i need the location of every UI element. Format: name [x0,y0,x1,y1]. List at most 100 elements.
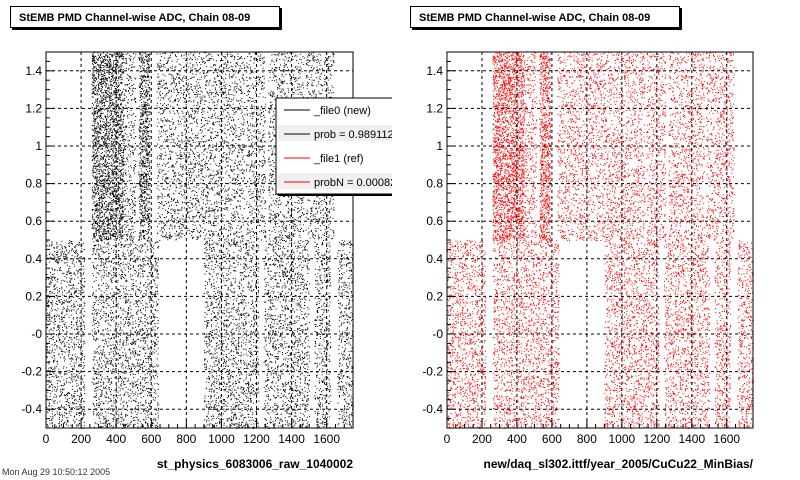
data-point [68,340,69,341]
data-point [112,204,113,205]
data-point [79,344,80,345]
data-point [107,166,108,167]
data-point [111,81,112,82]
data-point [109,209,110,210]
data-point [101,303,102,304]
data-point [106,72,107,73]
data-point [99,378,100,379]
data-point [79,387,80,388]
data-point [112,139,113,140]
data-point [99,178,100,179]
data-point [98,55,99,56]
data-point [96,250,97,251]
data-point [109,69,110,70]
data-point [74,344,75,345]
data-point [109,168,110,169]
data-point [72,255,73,256]
data-point [62,309,63,310]
data-point [95,396,96,397]
data-point [71,305,72,306]
data-point [63,341,64,342]
data-point [97,150,98,151]
data-point [55,387,56,388]
data-point [104,59,105,60]
data-point [69,405,70,406]
data-point [110,122,111,123]
data-point [106,126,107,127]
data-point [112,344,113,345]
data-point [81,404,82,405]
data-point [111,405,112,406]
data-point [109,116,110,117]
data-point [98,253,99,254]
data-point [96,139,97,140]
data-point [56,242,57,243]
data-point [69,352,70,353]
data-point [106,401,107,402]
data-point [92,335,93,336]
data-point [57,408,58,409]
data-point [110,61,111,62]
data-point [105,139,106,140]
data-point [81,338,82,339]
data-point [106,84,107,85]
data-point [95,176,96,177]
data-point [93,320,94,321]
data-point [69,358,70,359]
data-point [106,133,107,134]
data-point [59,300,60,301]
data-point [103,146,104,147]
data-point [92,325,93,326]
data-point [99,203,100,204]
data-point [59,288,60,289]
data-point [93,384,94,385]
data-point [96,415,97,416]
data-point [101,423,102,424]
data-point [105,142,106,143]
data-point [93,209,94,210]
data-point [101,156,102,157]
data-point [105,160,106,161]
data-point [98,383,99,384]
data-point [49,382,50,383]
data-point [97,208,98,209]
data-point [76,290,77,291]
data-point [103,269,104,270]
data-point [100,412,101,413]
data-point [95,320,96,321]
data-point [61,425,62,426]
data-point [94,192,95,193]
data-point [53,255,54,256]
data-point [93,223,94,224]
data-point [54,324,55,325]
data-point [52,391,53,392]
data-point [80,261,81,262]
data-point [109,354,110,355]
data-point [99,136,100,137]
data-point [71,361,72,362]
data-point [96,235,97,236]
data-point [98,85,99,86]
data-point [79,373,80,374]
data-point [104,179,105,180]
data-point [93,72,94,73]
data-point [50,396,51,397]
data-point [69,297,70,298]
data-point [66,381,67,382]
data-point [47,298,48,299]
data-point [77,395,78,396]
data-point [95,353,96,354]
data-point [57,292,58,293]
data-point [79,242,80,243]
data-point [103,311,104,312]
data-point [103,74,104,75]
data-point [93,411,94,412]
data-point [101,153,102,154]
data-point [101,262,102,263]
data-point [106,270,107,271]
data-point [93,319,94,320]
data-point [94,353,95,354]
data-point [112,410,113,411]
data-point [101,197,102,198]
data-point [112,235,113,236]
